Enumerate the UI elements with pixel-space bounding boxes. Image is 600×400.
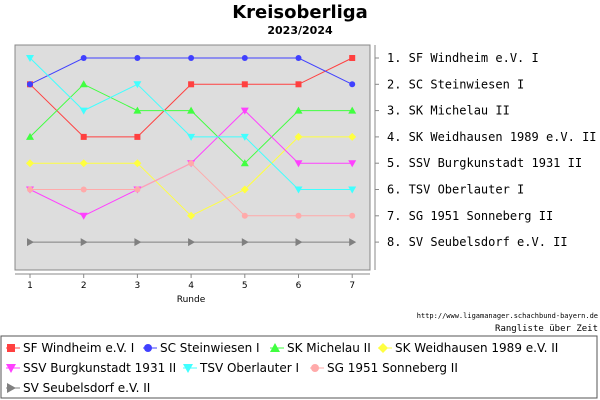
credit-url: http://www.ligamanager.schachbund-bayern… <box>417 312 598 320</box>
data-point <box>134 133 141 140</box>
data-point <box>295 55 302 61</box>
data-point <box>294 106 303 114</box>
data-point <box>240 185 249 194</box>
data-point <box>27 238 34 247</box>
data-point <box>133 81 142 89</box>
data-point <box>241 81 248 88</box>
data-point <box>295 238 303 247</box>
data-point <box>294 132 303 141</box>
data-point <box>295 81 302 88</box>
legend-entry: SC Steinwiesen I <box>160 341 260 355</box>
data-point <box>134 186 141 193</box>
legend-entry: SK Weidhausen 1989 e.V. II <box>395 341 558 355</box>
data-point <box>349 238 357 247</box>
data-point <box>79 212 88 220</box>
data-point <box>241 55 248 61</box>
rank-label: 2. SC Steinwiesen I <box>387 77 524 91</box>
x-tick-label: 1 <box>27 281 33 291</box>
data-point <box>79 107 88 115</box>
x-tick-label: 6 <box>296 281 302 291</box>
rank-label: 6. TSV Oberlauter I <box>387 183 524 197</box>
data-point <box>80 133 87 140</box>
chart-subtitle: 2023/2024 <box>267 24 333 37</box>
data-point <box>26 159 34 168</box>
data-point <box>188 55 195 61</box>
data-point <box>241 238 249 247</box>
data-point <box>349 212 356 219</box>
legend-marker <box>7 344 15 352</box>
data-point <box>348 106 357 114</box>
legend-marker <box>270 343 280 352</box>
legend-marker <box>378 343 388 353</box>
legend-marker <box>183 364 193 373</box>
data-point <box>79 159 88 168</box>
legend-entry: SG 1951 Sonneberg II <box>327 361 458 375</box>
rank-label: 4. SK Weidhausen 1989 e.V. II <box>387 130 597 144</box>
chart-title: Kreisoberliga <box>232 2 368 23</box>
legend-entry: SF Windheim e.V. I <box>23 341 134 355</box>
x-axis-label: Runde <box>177 295 206 305</box>
data-point <box>349 55 356 61</box>
data-point <box>188 81 195 88</box>
data-point <box>133 106 142 114</box>
x-tick-label: 4 <box>188 281 194 291</box>
data-point <box>188 238 196 247</box>
data-point <box>26 132 34 140</box>
data-point <box>240 133 249 141</box>
rank-labels: 1. SF Windheim e.V. I 2. SC Steinwiesen I… <box>375 51 597 249</box>
data-point <box>26 55 34 62</box>
plot-area <box>14 44 371 271</box>
data-point <box>241 212 248 219</box>
data-point <box>80 186 87 193</box>
legend-entry: SK Michelau II <box>287 341 371 355</box>
rank-label: 7. SG 1951 Sonneberg II <box>387 209 553 223</box>
legend-marker <box>144 344 152 352</box>
data-point <box>294 160 303 168</box>
x-tick-label: 7 <box>349 281 355 291</box>
data-point <box>187 106 196 114</box>
rank-label: 3. SK Michelau II <box>387 104 510 118</box>
x-axis-ticks: 1 2 3 4 5 6 7 <box>27 274 355 291</box>
legend-entry: SSV Burgkunstadt 1931 II <box>23 361 176 375</box>
legend-box <box>0 335 598 399</box>
x-tick-label: 5 <box>242 281 248 291</box>
data-point <box>349 81 356 88</box>
rank-label: 5. SSV Burgkunstadt 1931 II <box>387 156 582 170</box>
data-point <box>188 160 195 167</box>
data-point <box>134 238 142 247</box>
legend-entry: SV Seubelsdorf e.V. II <box>23 381 150 395</box>
data-point <box>187 133 196 141</box>
legend-marker <box>311 364 319 372</box>
data-point <box>133 159 142 168</box>
data-point <box>27 81 33 88</box>
legend-entry: TSV Oberlauter I <box>199 361 299 375</box>
data-point <box>294 186 303 194</box>
data-point <box>80 55 87 61</box>
series-markers <box>26 55 357 247</box>
x-tick-label: 3 <box>135 281 141 291</box>
data-point <box>295 212 302 219</box>
data-point <box>348 186 357 194</box>
legend: SF Windheim e.V. I SC Steinwiesen I SK Mic… <box>6 341 558 395</box>
legend-marker <box>7 383 16 393</box>
x-tick-label: 2 <box>81 281 87 291</box>
rank-label: 1. SF Windheim e.V. I <box>387 51 539 65</box>
data-point <box>348 132 357 141</box>
data-point <box>240 107 249 115</box>
data-point <box>240 159 249 167</box>
data-point <box>80 238 88 247</box>
data-point <box>187 211 196 220</box>
data-point <box>79 80 88 88</box>
data-point <box>348 160 357 168</box>
legend-marker <box>6 364 16 373</box>
data-point <box>134 55 141 61</box>
data-point <box>27 186 33 193</box>
chart-caption: Rangliste über Zeit <box>495 324 598 334</box>
rank-label: 8. SV Seubelsdorf e.V. II <box>387 235 568 249</box>
